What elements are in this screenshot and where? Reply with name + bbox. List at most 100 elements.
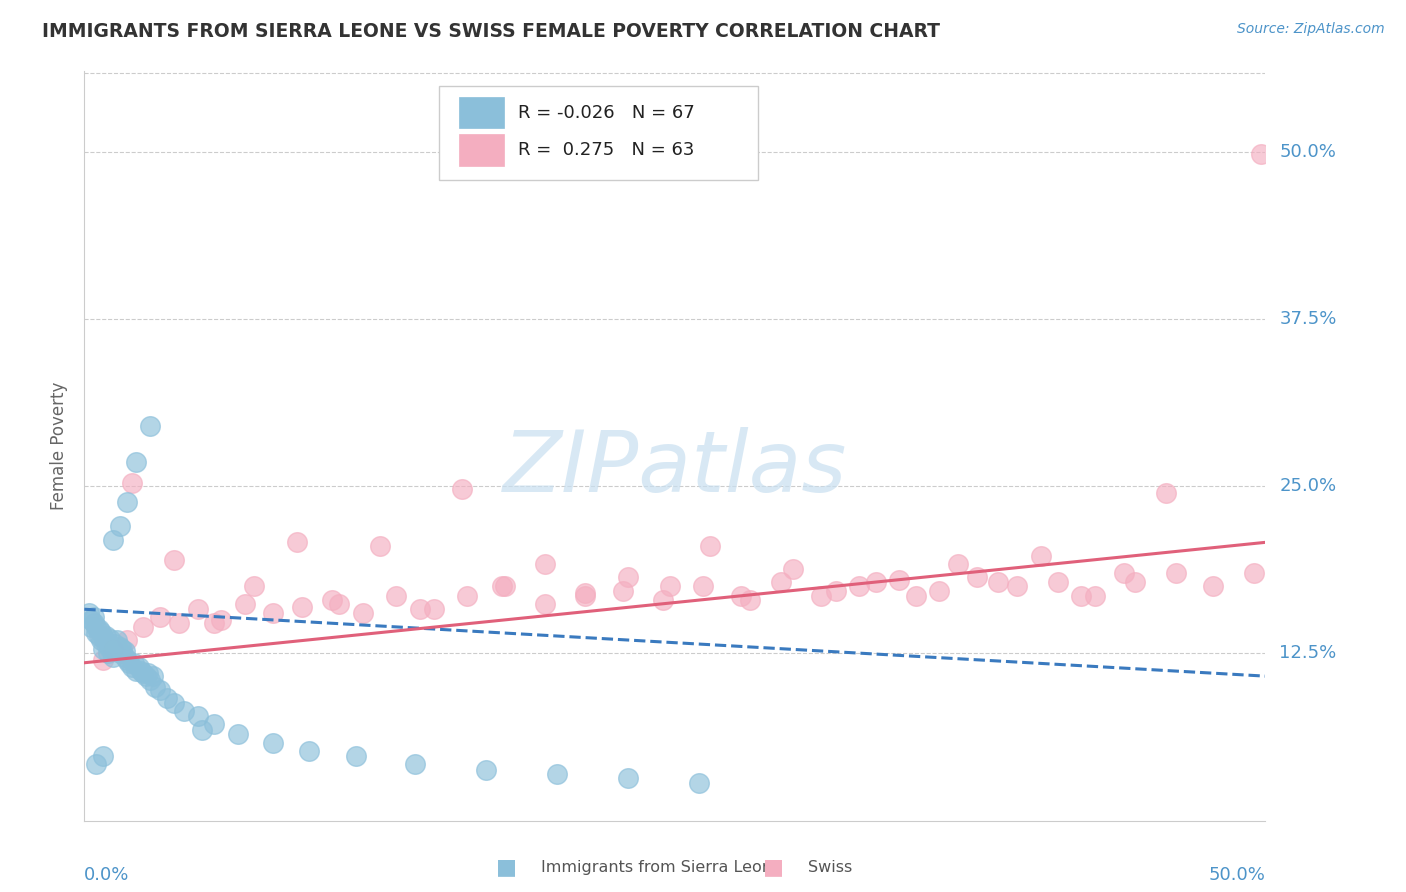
Point xyxy=(104,637,127,651)
Text: ZIPatlas: ZIPatlas xyxy=(503,427,846,510)
Point xyxy=(659,580,682,594)
Text: 37.5%: 37.5% xyxy=(1279,310,1337,328)
Point xyxy=(129,664,152,678)
Point xyxy=(243,580,266,594)
Point xyxy=(91,749,114,764)
Point xyxy=(125,455,148,469)
Point xyxy=(928,583,950,598)
Point xyxy=(948,557,970,571)
Point xyxy=(1046,575,1069,590)
Text: R = -0.026   N = 67: R = -0.026 N = 67 xyxy=(517,103,695,121)
Point xyxy=(128,660,150,674)
Point xyxy=(1154,486,1177,500)
Point xyxy=(173,704,195,718)
Text: Swiss: Swiss xyxy=(808,860,852,874)
Point xyxy=(966,570,988,584)
Point xyxy=(101,640,124,654)
Point xyxy=(688,776,710,790)
Text: 50.0%: 50.0% xyxy=(1279,143,1336,161)
Point xyxy=(298,744,321,758)
Point xyxy=(156,690,179,705)
Point xyxy=(810,589,832,603)
Point xyxy=(226,726,249,740)
Point xyxy=(233,597,256,611)
Point xyxy=(111,646,134,660)
Point xyxy=(163,553,186,567)
Point xyxy=(114,650,136,665)
Point xyxy=(84,620,107,634)
Point xyxy=(135,669,157,683)
Text: IMMIGRANTS FROM SIERRA LEONE VS SWISS FEMALE POVERTY CORRELATION CHART: IMMIGRANTS FROM SIERRA LEONE VS SWISS FE… xyxy=(42,22,941,41)
Point xyxy=(98,632,121,646)
Point xyxy=(83,610,105,624)
FancyBboxPatch shape xyxy=(458,135,503,166)
Point xyxy=(111,642,134,657)
Point xyxy=(209,613,232,627)
Point xyxy=(87,623,110,637)
Point xyxy=(546,767,568,781)
Point xyxy=(456,589,478,603)
Y-axis label: Female Poverty: Female Poverty xyxy=(51,382,69,510)
Point xyxy=(534,557,557,571)
Point xyxy=(475,763,498,777)
Point xyxy=(782,562,804,576)
Point xyxy=(404,757,426,772)
Point xyxy=(90,625,112,640)
Point xyxy=(616,771,638,785)
Point xyxy=(91,631,114,645)
Point xyxy=(118,656,141,670)
Point xyxy=(1029,549,1052,563)
Point xyxy=(167,615,190,630)
FancyBboxPatch shape xyxy=(458,97,503,128)
Point xyxy=(83,615,105,630)
Point xyxy=(97,646,120,660)
Text: 12.5%: 12.5% xyxy=(1279,644,1337,663)
Point xyxy=(1084,589,1107,603)
Point xyxy=(149,682,172,697)
Point xyxy=(101,642,124,657)
Point xyxy=(98,642,121,657)
Point xyxy=(191,723,214,737)
Point xyxy=(321,593,343,607)
Point xyxy=(1007,580,1029,594)
Point xyxy=(1202,580,1225,594)
Point xyxy=(491,580,513,594)
Point xyxy=(107,633,129,648)
Point xyxy=(889,573,911,587)
Text: 0.0%: 0.0% xyxy=(84,865,129,884)
Point xyxy=(132,620,155,634)
Point xyxy=(262,607,284,621)
Point xyxy=(262,736,284,750)
Point xyxy=(987,575,1010,590)
Text: ■: ■ xyxy=(763,857,783,877)
Text: Source: ZipAtlas.com: Source: ZipAtlas.com xyxy=(1237,22,1385,37)
Point xyxy=(730,589,752,603)
Point xyxy=(139,673,162,688)
Point xyxy=(328,597,350,611)
Point xyxy=(187,602,209,616)
Point xyxy=(143,680,166,694)
Point xyxy=(121,660,143,674)
FancyBboxPatch shape xyxy=(439,87,758,180)
Point xyxy=(423,602,446,616)
Point xyxy=(101,650,124,665)
Point xyxy=(101,533,124,547)
Text: ■: ■ xyxy=(496,857,516,877)
Text: 50.0%: 50.0% xyxy=(1209,865,1265,884)
Point xyxy=(132,666,155,681)
Point xyxy=(1250,147,1272,161)
Point xyxy=(574,586,596,600)
Point xyxy=(451,482,474,496)
Point xyxy=(291,599,314,614)
Point xyxy=(108,640,131,654)
Point xyxy=(202,717,225,731)
Point xyxy=(108,519,131,533)
Point xyxy=(740,593,762,607)
Point xyxy=(1243,566,1265,581)
Point xyxy=(1164,566,1187,581)
Point xyxy=(115,653,138,667)
Point xyxy=(139,419,162,434)
Point xyxy=(115,633,138,648)
Point xyxy=(865,575,887,590)
Point xyxy=(91,653,114,667)
